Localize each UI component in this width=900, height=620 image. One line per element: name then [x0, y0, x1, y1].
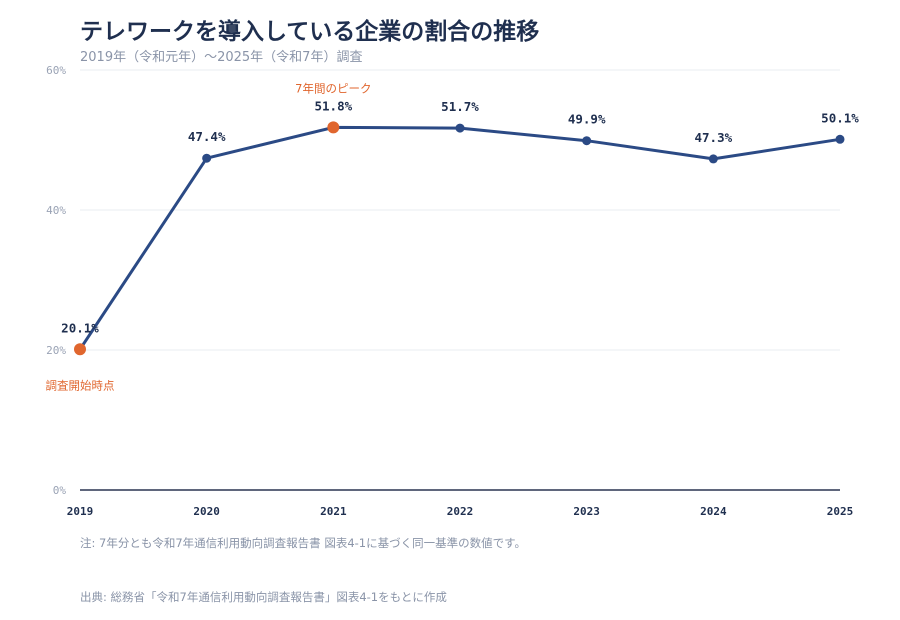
y-tick-label: 60%: [46, 64, 66, 77]
data-point: [708, 154, 718, 164]
x-tick-label: 2021: [320, 505, 347, 518]
data-label: 20.1%: [61, 320, 99, 335]
annotation-label: 7年間のピーク: [295, 81, 371, 95]
data-label: 49.9%: [568, 112, 606, 127]
y-tick-label: 20%: [46, 344, 66, 357]
x-tick-label: 2020: [193, 505, 220, 518]
data-label: 51.8%: [315, 98, 353, 113]
data-point: [582, 136, 592, 146]
x-tick-label: 2024: [700, 505, 727, 518]
highlight-point: [74, 343, 86, 356]
x-tick-label: 2025: [827, 505, 854, 518]
annotation-label: 調査開始時点: [46, 378, 115, 392]
data-label: 47.4%: [188, 129, 226, 144]
footnote: 注: 7年分とも令和7年通信利用動向調査報告書 図表4-1に基づく同一基準の数値…: [80, 536, 526, 550]
data-label: 51.7%: [441, 99, 479, 114]
highlight-point: [327, 121, 340, 134]
source-credit: 出典: 総務省「令和7年通信利用動向調査報告書」図表4-1をもとに作成: [80, 590, 447, 604]
series-line: [78, 125, 842, 351]
y-tick-label: 0%: [53, 484, 67, 497]
chart-subtitle: 2019年（令和元年）〜2025年（令和7年）調査: [80, 50, 363, 65]
data-label: 50.1%: [821, 110, 859, 125]
data-point: [202, 153, 212, 163]
x-tick-label: 2019: [67, 505, 94, 518]
data-point: [835, 134, 845, 144]
y-tick-label: 40%: [46, 204, 66, 217]
x-tick-label: 2023: [573, 505, 600, 518]
data-point: [455, 123, 465, 133]
chart-title: テレワークを導入している企業の割合の推移: [80, 19, 540, 45]
x-tick-label: 2022: [447, 505, 474, 518]
data-label: 47.3%: [695, 130, 733, 145]
